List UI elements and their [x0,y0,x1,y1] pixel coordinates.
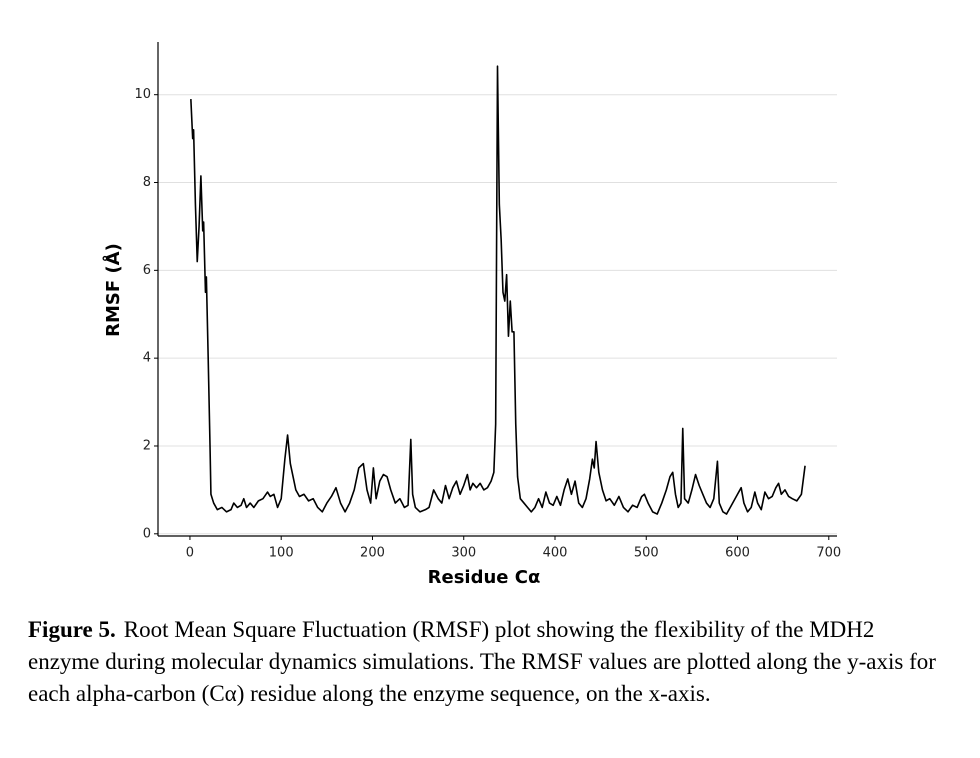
rmsf-line [190,65,806,515]
x-tick-label: 400 [543,546,568,561]
caption: Figure 5. Root Mean Square Fluctuation (R… [28,614,948,710]
x-tick-label: 300 [451,546,476,561]
x-tick-label: 100 [269,546,294,561]
y-axis-title: RMSF (Å) [101,243,124,337]
x-tick-label: 200 [360,546,385,561]
y-tick-label: 8 [143,175,151,190]
x-tick-label: 0 [186,546,194,561]
x-tick-label: 700 [816,546,841,561]
y-tick-label: 0 [143,526,151,541]
caption-label: Figure 5. [28,617,116,642]
y-tick-label: 2 [143,438,151,453]
x-tick-label: 500 [634,546,659,561]
y-tick-label: 10 [134,87,151,102]
y-tick-label: 6 [143,263,151,278]
x-axis-title: Residue Cα [428,567,541,588]
y-tick-label: 4 [143,351,151,366]
x-tick-label: 600 [725,546,750,561]
caption-text: Root Mean Square Fluctuation (RMSF) plot… [28,617,936,706]
